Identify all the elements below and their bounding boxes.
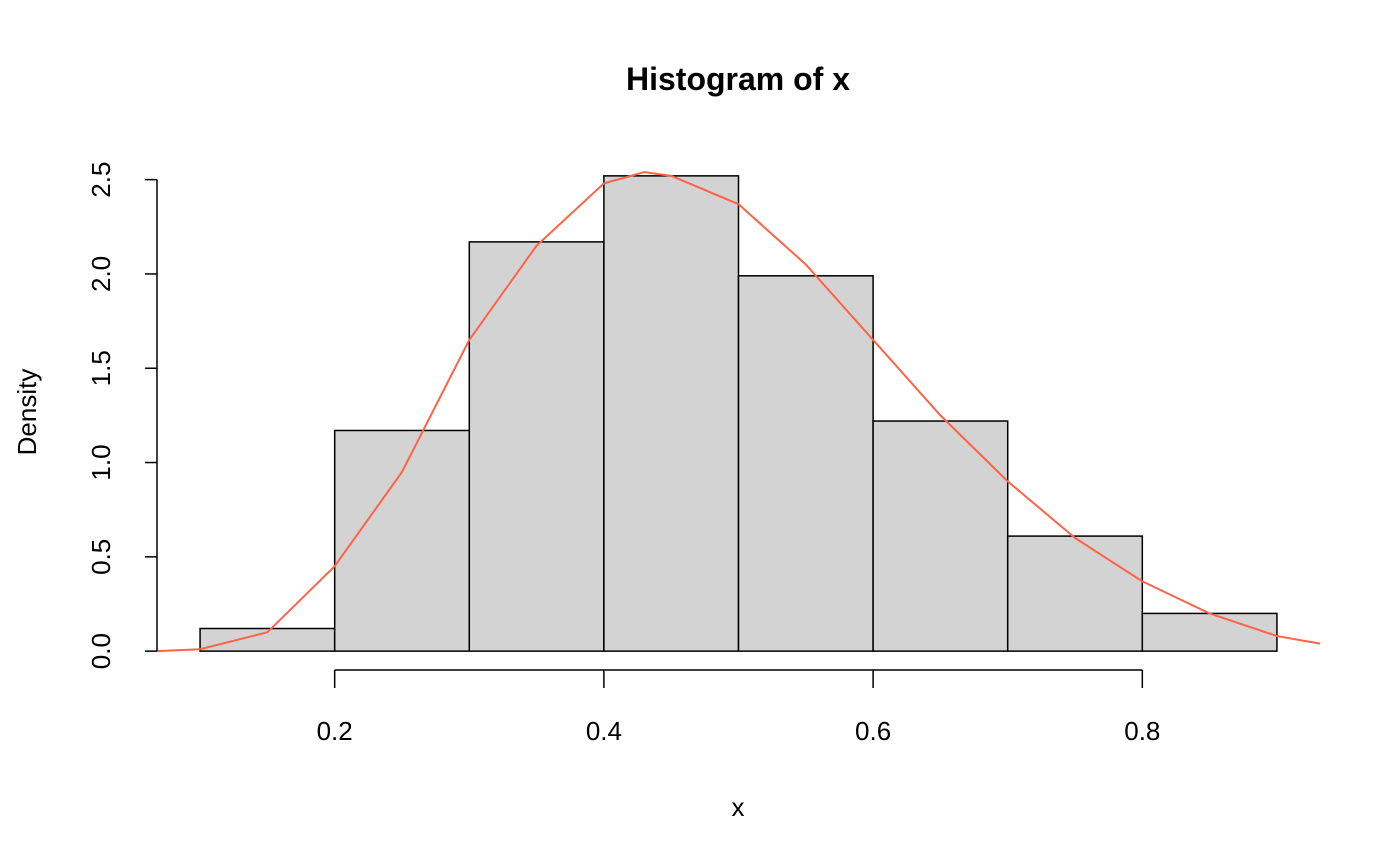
y-tick-label: 0.0 xyxy=(86,633,116,669)
chart-title: Histogram of x xyxy=(626,61,850,97)
bar xyxy=(872,420,1009,652)
bar xyxy=(1141,612,1278,652)
x-tick-label: 0.8 xyxy=(1124,716,1160,746)
y-axis-label: Density xyxy=(12,369,42,456)
y-tick-label: 1.5 xyxy=(86,350,116,386)
bar xyxy=(1006,535,1144,652)
x-tick-label: 0.6 xyxy=(855,716,891,746)
y-tick-label: 2.5 xyxy=(86,162,116,198)
y-tick-label: 1.0 xyxy=(86,444,116,480)
density-curve xyxy=(156,171,1321,653)
bar xyxy=(737,275,874,652)
bar xyxy=(333,429,471,652)
x-axis-label: x xyxy=(732,792,745,822)
y-tick-label: 0.5 xyxy=(86,539,116,575)
x-tick-label: 0.2 xyxy=(317,716,353,746)
bar xyxy=(603,175,740,652)
y-tick-label: 2.0 xyxy=(86,256,116,292)
x-tick-label: 0.4 xyxy=(586,716,622,746)
bar xyxy=(468,241,605,652)
